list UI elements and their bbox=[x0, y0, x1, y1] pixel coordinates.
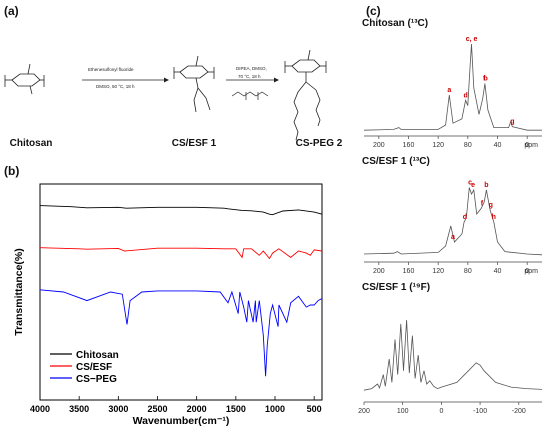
ftir-legend-label-2: CS−PEG bbox=[76, 374, 117, 385]
nmr-peak-label-1-3: a bbox=[447, 87, 451, 94]
ftir-x-axis-label: Wavenumber(cm⁻¹) bbox=[133, 415, 230, 427]
compound-name-cs-peg: CS-PEG 2 bbox=[295, 138, 343, 149]
nmr-peak-label-2-2: f bbox=[481, 200, 484, 207]
nmr-peak-label-2-6: g bbox=[489, 202, 493, 209]
chitosan-structure bbox=[4, 63, 45, 95]
ftir-x-tick-label-2: 3000 bbox=[108, 404, 128, 414]
ftir-x-tick-label-0: 4000 bbox=[30, 404, 50, 414]
nmr-spectrum-line-3 bbox=[363, 319, 543, 391]
step2-conditions-line1: DIPEA, DMSO, bbox=[236, 66, 267, 71]
nmr-x-tick-label-3-1: 100 bbox=[397, 408, 409, 415]
nmr-peak-label-1-4: d bbox=[463, 92, 467, 99]
nmr-peak-label-1-0: c, e bbox=[466, 36, 478, 43]
nmr-x-tick-label-3-3: -100 bbox=[473, 408, 487, 415]
nmr-x-tick-label-3-0: 200 bbox=[358, 408, 370, 415]
compound-name-chitosan: Chitosan bbox=[9, 138, 53, 149]
arrow-head-1 bbox=[164, 77, 169, 83]
nmr-x-tick-label-1-1: 160 bbox=[403, 142, 415, 149]
ftir-x-tick-label-6: 1000 bbox=[265, 404, 285, 414]
nmr-x-tick-label-2-3: 80 bbox=[464, 268, 472, 275]
ftir-x-tick-label-4: 2000 bbox=[187, 404, 207, 414]
step1-conditions-text: DMSO, 50 °C, 18 h bbox=[96, 84, 135, 89]
nmr-x-tick-label-3-4: -200 bbox=[512, 408, 526, 415]
arrow-head-2 bbox=[274, 77, 279, 83]
cs-esf-structure bbox=[173, 55, 215, 113]
nmr-x-tick-label-3-2: 0 bbox=[439, 408, 443, 415]
ftir-plot-frame bbox=[39, 183, 323, 401]
ftir-x-tick-label-1: 3500 bbox=[69, 404, 89, 414]
nmr-x-tick-label-1-5: 0 bbox=[525, 142, 529, 149]
ftir-y-axis-label: Transmittance(%) bbox=[13, 248, 25, 336]
nmr-x-axis-label-1: ppm bbox=[524, 142, 538, 149]
ftir-x-tick-label-7: 500 bbox=[307, 404, 322, 414]
ftir-series-line-1 bbox=[39, 247, 323, 260]
reaction-scheme bbox=[4, 49, 327, 141]
nmr-peak-label-1-5: g bbox=[510, 119, 514, 126]
panel-label-c: (c) bbox=[366, 4, 381, 18]
ftir-x-tick-label-3: 2500 bbox=[147, 404, 167, 414]
nmr-x-tick-label-2-1: 160 bbox=[403, 268, 415, 275]
nmr-x-tick-label-1-4: 40 bbox=[494, 142, 502, 149]
compound-name-cs-esf: CS/ESF 1 bbox=[171, 138, 217, 149]
nmr-x-tick-label-2-5: 0 bbox=[525, 268, 529, 275]
ftir-x-axis-ticks: 4000 3500 3000 2500 2000 1500 1000 500 bbox=[30, 396, 322, 414]
nmr-x-tick-label-1-0: 200 bbox=[373, 142, 385, 149]
nmr-peak-label-2-5: d bbox=[463, 214, 467, 221]
nmr-peak-label-2-4: a bbox=[451, 234, 455, 241]
nmr-chart-cs-esf-19f: 200 100 0 -100 -200 bbox=[358, 319, 543, 415]
nmr-spectrum-line-2 bbox=[363, 187, 543, 256]
nmr-peak-label-2-7: h bbox=[492, 214, 496, 221]
nmr-x-tick-label-1-2: 120 bbox=[432, 142, 444, 149]
nmr-title-chitosan: Chitosan (¹³C) bbox=[362, 18, 429, 29]
nmr-spectrum-line-1 bbox=[363, 43, 542, 131]
ftir-x-tick-label-5: 1500 bbox=[226, 404, 246, 414]
nmr-peak-label-1-2: b bbox=[483, 76, 487, 83]
peg-amine-structure bbox=[231, 91, 269, 100]
nmr-x-tick-label-1-3: 80 bbox=[464, 142, 472, 149]
nmr-title-cs-esf-13c: CS/ESF 1 (¹³C) bbox=[362, 156, 430, 167]
nmr-x-tick-label-2-4: 40 bbox=[494, 268, 502, 275]
step1-reagent-text: Ethenesulfonyl fluoride bbox=[88, 67, 134, 72]
nmr-peak-label-2-0: c bbox=[468, 180, 472, 187]
cs-peg-structure bbox=[284, 49, 327, 141]
ftir-series-line-0 bbox=[39, 205, 323, 216]
nmr-peak-label-2-1: e bbox=[471, 182, 475, 189]
ftir-legend-label-0: Chitosan bbox=[76, 350, 119, 361]
nmr-peak-label-2-3: b bbox=[484, 182, 488, 189]
nmr-x-axis-label-2: ppm bbox=[524, 268, 538, 275]
ftir-legend-label-1: CS/ESF bbox=[76, 362, 112, 373]
step2-conditions-line2: 70 °C, 18 h bbox=[238, 74, 261, 79]
nmr-title-cs-esf-19f: CS/ESF 1 (¹⁹F) bbox=[362, 282, 431, 293]
ftir-series-line-2 bbox=[39, 289, 323, 377]
ftir-series-group bbox=[39, 205, 323, 377]
panel-label-b: (b) bbox=[4, 164, 20, 178]
nmr-x-tick-label-2-0: 200 bbox=[373, 268, 385, 275]
ftir-chart: 4000 3500 3000 2500 2000 1500 1000 500 Wavenumb… bbox=[13, 183, 323, 427]
nmr-peak-label-1-1: f bbox=[483, 76, 486, 83]
nmr-x-tick-label-2-2: 120 bbox=[432, 268, 444, 275]
panel-label-a: (a) bbox=[4, 4, 19, 18]
